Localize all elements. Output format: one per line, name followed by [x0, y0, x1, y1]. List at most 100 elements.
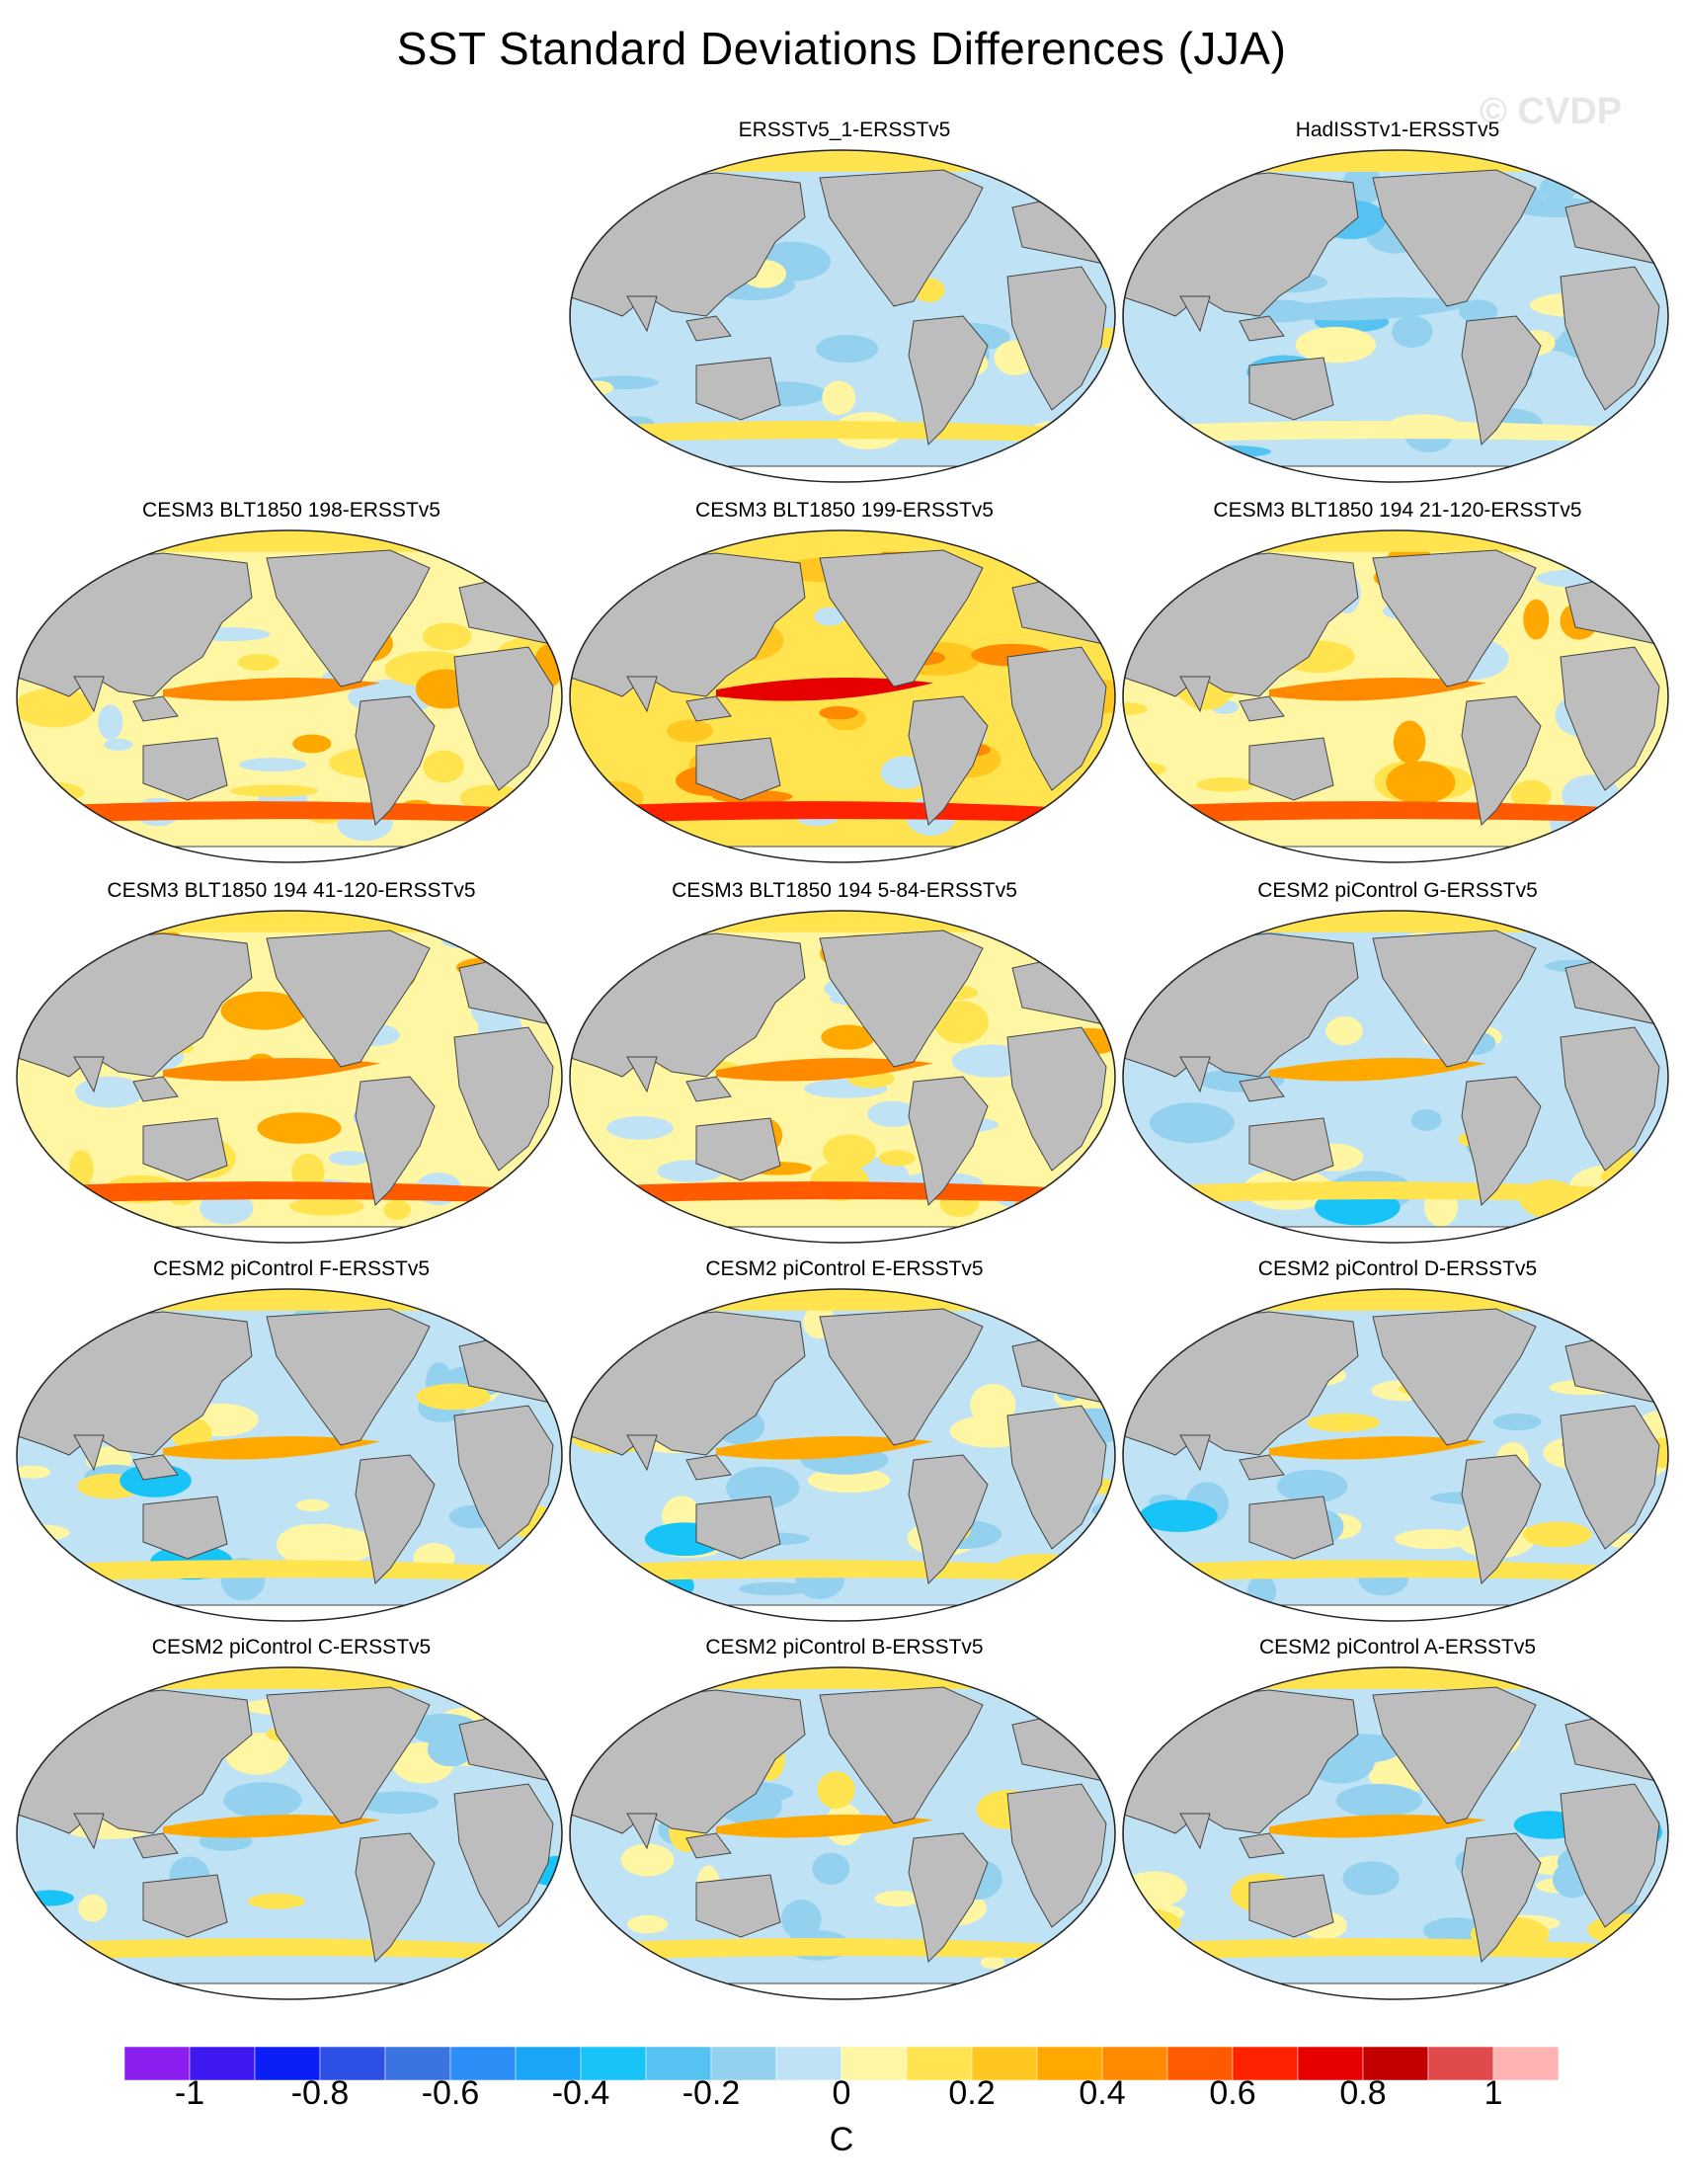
anomaly-patch	[510, 557, 547, 596]
anomaly-patch	[821, 1024, 876, 1050]
map-panel-title: CESM3 BLT1850 194 41-120-ERSSTv5	[107, 879, 476, 902]
australia	[1248, 1117, 1334, 1181]
anomaly-patch	[292, 734, 332, 754]
anomaly-patch	[1394, 1528, 1474, 1550]
colorbar	[123, 2046, 1560, 2081]
map-panel: CESM2 piControl F-ERSSTv5	[15, 1257, 568, 1633]
anomaly-patch	[1349, 1745, 1393, 1760]
colorbar-tick-label: 0.6	[1209, 2074, 1256, 2112]
map-panel-title: CESM2 piControl B-ERSSTv5	[705, 1636, 984, 1658]
anomaly-patch	[867, 1100, 919, 1127]
anomaly-patch	[104, 738, 133, 751]
anomaly-patch	[874, 1891, 922, 1906]
africa	[1006, 1405, 1107, 1550]
colorbar-swatch	[1427, 2046, 1494, 2081]
anomaly-patch	[1139, 1499, 1218, 1533]
equatorial-pacific-anomaly	[716, 1057, 933, 1082]
southern-ocean-band	[570, 1560, 1115, 1583]
india	[626, 676, 658, 713]
map-outline	[16, 910, 563, 1244]
anomaly-patch	[814, 607, 846, 626]
equatorial-pacific-anomaly	[163, 1057, 380, 1082]
africa	[1006, 1783, 1107, 1928]
arctic-band	[17, 1667, 562, 1689]
anomaly-patch	[510, 552, 562, 577]
india	[73, 1434, 105, 1472]
southeast-asia	[685, 315, 732, 342]
map-outline	[16, 1288, 563, 1622]
australia	[142, 1874, 228, 1938]
anomaly-patch	[1070, 1949, 1115, 1979]
southern-ocean-band	[1123, 421, 1668, 445]
africa	[453, 646, 554, 791]
map-outline	[569, 910, 1116, 1244]
world-map	[569, 529, 1116, 863]
southern-ocean-band	[570, 421, 1115, 445]
africa	[1006, 266, 1107, 411]
southeast-asia	[1239, 1076, 1285, 1102]
africa	[1560, 1026, 1660, 1172]
north-america	[819, 930, 984, 1068]
anomaly-patch	[819, 706, 859, 720]
south-america	[908, 1076, 989, 1207]
southeast-asia	[1239, 1832, 1285, 1859]
anomaly-patch	[1410, 1108, 1442, 1131]
map-panel-title: ERSSTv5_1-ERSSTv5	[738, 119, 951, 141]
anomaly-patch	[1246, 1575, 1277, 1607]
india	[626, 1056, 658, 1093]
anomaly-patch	[427, 1732, 474, 1767]
anomaly-patch	[1643, 209, 1668, 243]
anomaly-patch	[17, 561, 52, 598]
southeast-asia	[1239, 695, 1285, 722]
africa	[1560, 646, 1660, 791]
anomaly-patch	[541, 1535, 562, 1572]
colorbar-tick-label: -0.4	[551, 2074, 610, 2112]
anomaly-patch	[17, 781, 85, 803]
colorbar-swatch	[1101, 2046, 1168, 2081]
anomaly-patch	[1123, 1871, 1187, 1907]
world-map	[16, 1288, 563, 1622]
colorbar-swatch	[1036, 2046, 1103, 2081]
anomaly-patch	[17, 1465, 51, 1479]
anomaly-patch	[1123, 395, 1155, 438]
equatorial-pacific-anomaly	[1269, 1057, 1486, 1082]
anomaly-patch	[78, 1894, 108, 1922]
australia	[695, 1874, 781, 1938]
india	[73, 1813, 105, 1850]
africa	[453, 1405, 554, 1550]
anomaly-patch	[823, 1134, 876, 1170]
australia	[1248, 737, 1334, 801]
north-america	[1372, 169, 1537, 307]
world-map	[16, 529, 563, 863]
anomaly-patch	[288, 1523, 360, 1568]
colorbar-swatch	[449, 2046, 517, 2081]
anomaly-patch	[980, 1956, 1005, 1970]
equatorial-pacific-anomaly	[716, 1814, 933, 1838]
anomaly-patch	[1123, 812, 1190, 844]
anomaly-patch	[1342, 1861, 1400, 1896]
india	[1179, 1056, 1211, 1093]
map-panel-title: CESM2 piControl E-ERSSTv5	[705, 1257, 984, 1280]
north-america	[266, 930, 431, 1068]
colorbar-swatch	[841, 2046, 908, 2081]
anomaly-patch	[1393, 720, 1426, 765]
southern-ocean-band	[570, 1938, 1115, 1962]
anomaly-patch	[817, 1771, 855, 1809]
north-america	[1372, 930, 1537, 1068]
southeast-asia	[685, 1832, 732, 1859]
colorbar-tick-label: 1	[1483, 2074, 1503, 2112]
colorbar-swatch	[1297, 2046, 1364, 2081]
map-panel-title: CESM3 BLT1850 194 21-120-ERSSTv5	[1213, 499, 1582, 522]
map-outline	[1122, 910, 1669, 1244]
south-america	[1461, 1454, 1542, 1585]
southern-ocean-band	[17, 1938, 562, 1962]
equatorial-pacific-anomaly	[716, 296, 933, 321]
colorbar-tick-label: 0.4	[1079, 2074, 1126, 2112]
anomaly-patch	[423, 750, 464, 783]
anomaly-patch	[237, 654, 280, 672]
anomaly-patch	[220, 991, 306, 1030]
southern-ocean-band	[570, 1181, 1115, 1205]
anomaly-patch	[739, 1581, 810, 1596]
world-map	[16, 1666, 563, 2000]
world-map	[1122, 910, 1669, 1244]
